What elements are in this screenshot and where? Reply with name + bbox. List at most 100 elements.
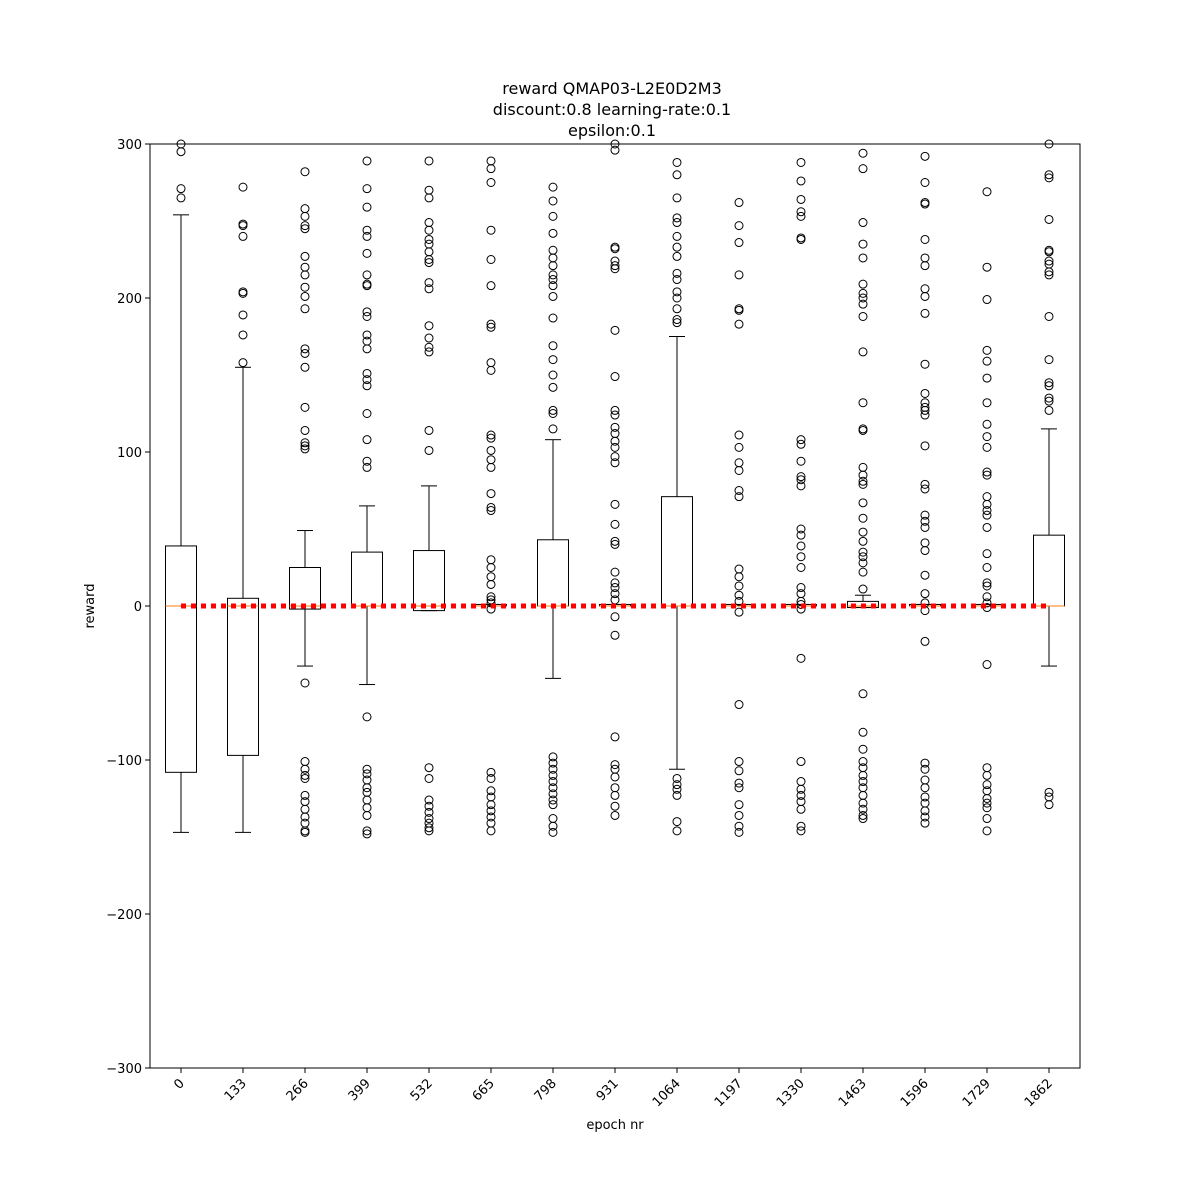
outlier-point — [486, 806, 496, 816]
outlier-point — [548, 821, 558, 831]
outlier-point — [548, 827, 558, 837]
box-group-665 — [475, 156, 507, 836]
outlier-point — [796, 552, 806, 562]
outlier-point — [982, 419, 992, 429]
outlier-point — [300, 827, 310, 837]
outlier-point — [548, 764, 558, 774]
outlier-point — [982, 442, 992, 452]
outlier-point — [548, 261, 558, 271]
outlier-point — [1044, 381, 1054, 391]
outlier-point — [486, 767, 496, 777]
outlier-point — [1044, 800, 1054, 810]
outlier-point — [920, 516, 930, 526]
outlier-point — [610, 790, 620, 800]
outlier-point — [486, 812, 496, 822]
outlier-point — [424, 234, 434, 244]
outlier-point — [920, 388, 930, 398]
outlier-point — [300, 167, 310, 177]
outlier-point — [548, 341, 558, 351]
outlier-point — [610, 145, 620, 155]
outlier-point — [362, 435, 372, 445]
outlier-point — [796, 524, 806, 534]
outlier-point — [548, 752, 558, 762]
outlier-point — [362, 783, 372, 793]
outlier-point — [424, 258, 434, 268]
outlier-point — [610, 452, 620, 462]
outlier-point — [858, 148, 868, 158]
outlier-point — [796, 456, 806, 466]
outlier-point — [548, 313, 558, 323]
outlier-point — [982, 563, 992, 572]
outlier-point — [796, 541, 806, 551]
outlier-point — [672, 251, 682, 261]
outlier-point — [858, 311, 868, 321]
outlier-point — [610, 410, 620, 420]
outlier-point — [238, 231, 248, 241]
outlier-point — [610, 519, 620, 529]
outlier-point — [486, 506, 496, 516]
outlier-point — [362, 409, 372, 418]
outlier-point — [610, 772, 620, 782]
outlier-point — [424, 807, 434, 817]
outlier-point — [734, 221, 744, 231]
outlier-point — [1044, 247, 1054, 257]
outlier-point — [300, 764, 310, 774]
outlier-point — [424, 156, 434, 166]
box-iqr — [289, 567, 321, 610]
outlier-point — [796, 481, 806, 491]
outlier-point — [858, 288, 868, 298]
outlier-point — [362, 375, 372, 385]
x-axis-label: epoch nr — [586, 1118, 644, 1133]
outlier-point — [486, 433, 496, 443]
outlier-point — [920, 758, 930, 768]
outlier-point — [424, 284, 434, 294]
outlier-point — [982, 598, 992, 608]
outlier-point — [300, 425, 310, 435]
outlier-point — [734, 700, 744, 710]
box-group-1064 — [661, 157, 693, 836]
outlier-point — [796, 435, 806, 445]
outlier-point — [982, 803, 992, 813]
outlier-point — [300, 438, 310, 448]
box-iqr — [413, 550, 445, 612]
outlier-point — [1044, 311, 1054, 321]
outlier-point — [610, 244, 620, 254]
outlier-point — [548, 770, 558, 780]
outlier-point — [176, 184, 186, 194]
outlier-point — [858, 279, 868, 289]
outlier-point — [982, 549, 992, 559]
outlier-point — [424, 795, 434, 805]
outlier-point — [362, 248, 372, 258]
outlier-point — [982, 510, 992, 520]
outlier-point — [982, 780, 992, 790]
outlier-point — [548, 382, 558, 392]
y-tick-label: 0 — [134, 600, 142, 615]
chart-title-line-2: discount:0.8 learning-rate:0.1 — [493, 100, 731, 119]
outlier-point — [362, 307, 372, 317]
outlier-point — [610, 732, 620, 742]
outlier-point — [300, 402, 310, 412]
outlier-point — [982, 398, 992, 408]
outlier-point — [610, 264, 620, 274]
outlier-point — [920, 570, 930, 580]
y-tick-label: −200 — [106, 908, 142, 923]
outlier-point — [672, 275, 682, 285]
outlier-point — [858, 689, 868, 699]
outlier-point — [858, 425, 868, 435]
outlier-point — [548, 275, 558, 285]
outlier-point — [920, 812, 930, 822]
outlier-point — [858, 757, 868, 767]
outlier-point — [920, 589, 930, 599]
outlier-point — [362, 769, 372, 779]
outlier-point — [610, 760, 620, 770]
outlier-point — [610, 325, 620, 335]
outlier-point — [548, 196, 558, 206]
outlier-point — [920, 783, 930, 793]
outlier-point — [672, 193, 682, 203]
outlier-point — [796, 194, 806, 204]
outlier-point — [362, 344, 372, 354]
outlier-point — [982, 345, 992, 355]
outlier-point — [1044, 393, 1054, 403]
outlier-point — [796, 784, 806, 794]
